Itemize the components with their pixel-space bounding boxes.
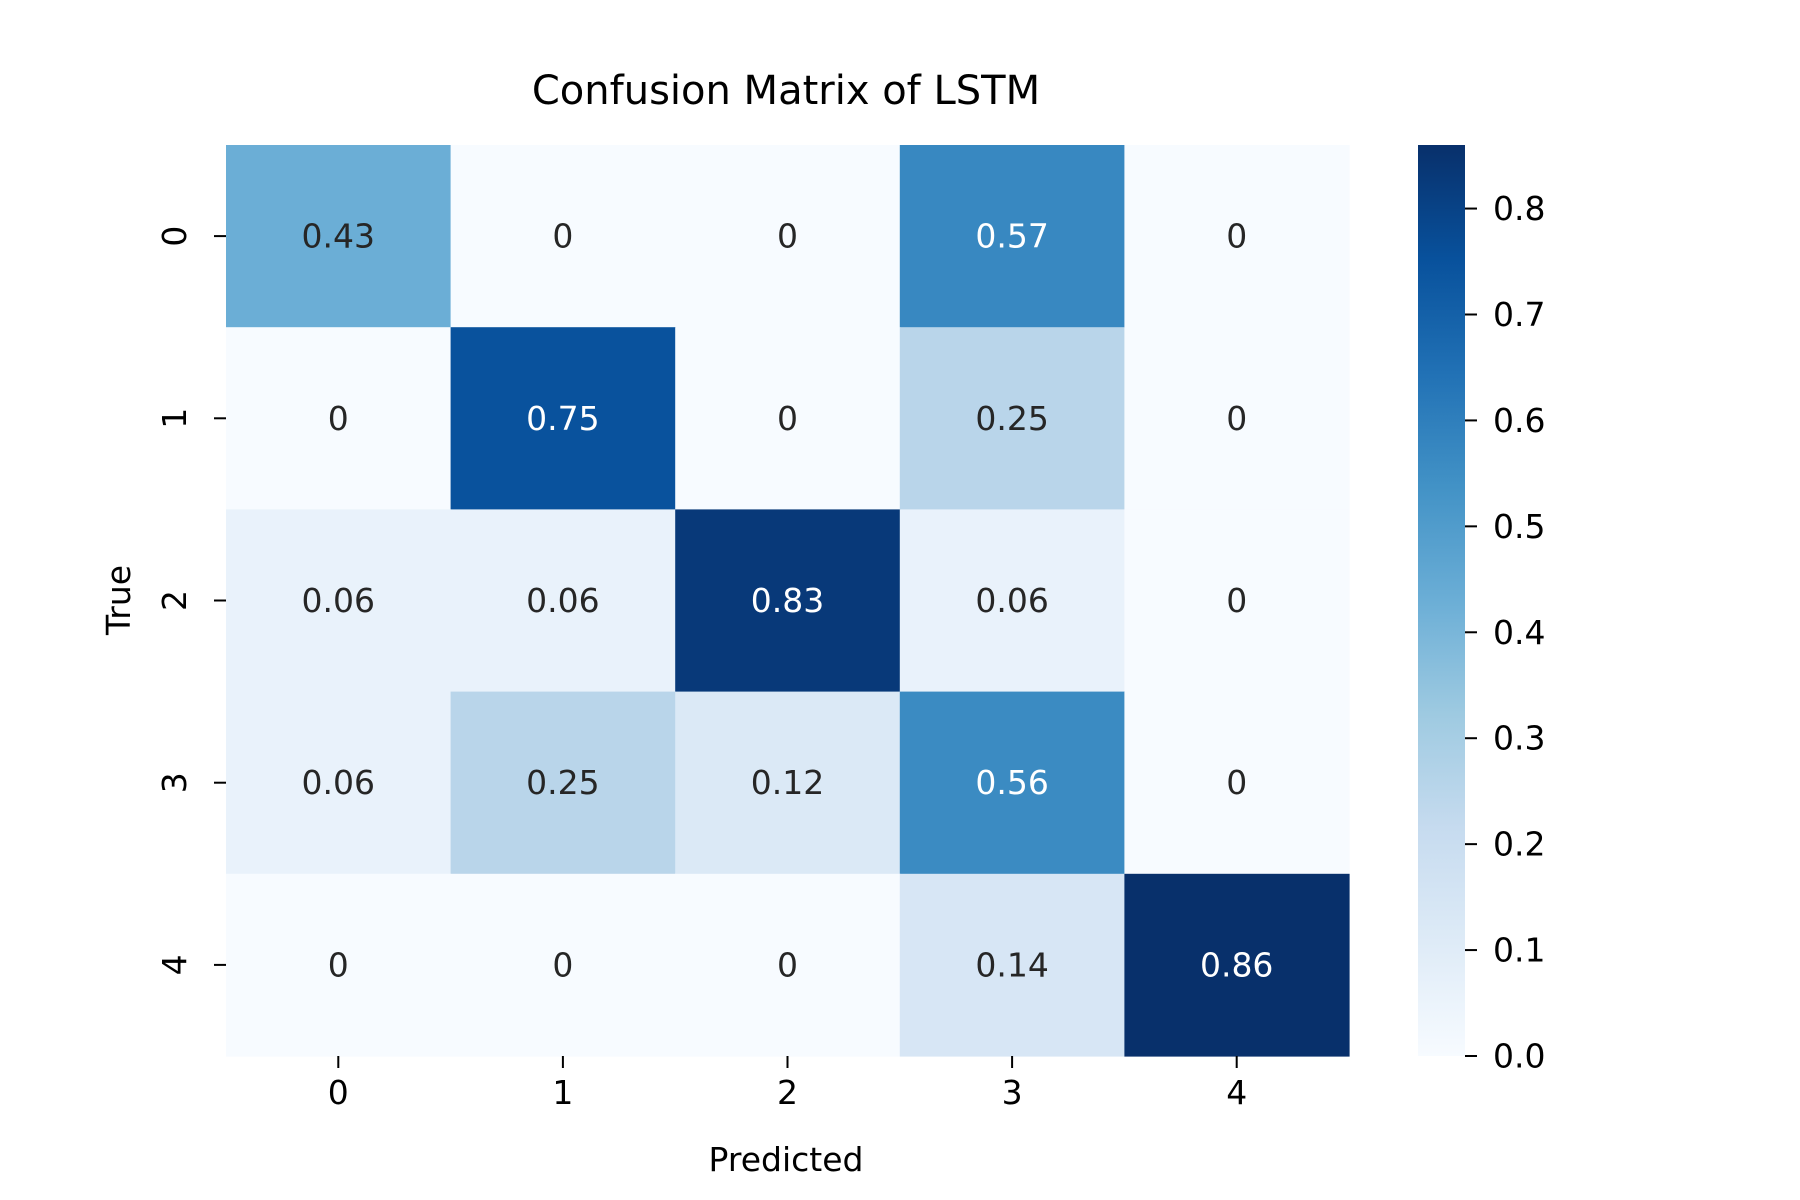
y-tick-label: 4: [155, 954, 194, 975]
heatmap-cell: [450, 691, 676, 875]
heatmap-cell: [226, 691, 452, 875]
cell-value-label: 0.56: [975, 763, 1048, 802]
colorbar-tick-label: 0.1: [1493, 931, 1545, 970]
heatmap-cells: 0.43 0 0 0.57 0 0 0.75 0 0.25 0 0.06 0.06 0.83 0.06 0 0…: [226, 145, 1350, 1057]
heatmap-cell: [226, 509, 452, 693]
heatmap-cell: [899, 327, 1125, 510]
x-axis-ticks: 0 1 2 3 4: [328, 1056, 1247, 1112]
x-tick-label: 4: [1226, 1073, 1247, 1112]
heatmap-cell: [675, 145, 901, 328]
colorbar-tick-label: 0.5: [1493, 507, 1545, 546]
cell-value-label: 0: [1226, 763, 1247, 802]
heatmap-cell: [450, 145, 676, 328]
cell-value-label: 0: [777, 399, 798, 438]
cell-value-label: 0: [328, 945, 349, 984]
cell-value-label: 0.25: [975, 399, 1048, 438]
cell-value-label: 0: [777, 217, 798, 256]
cell-value-label: 0: [552, 945, 573, 984]
x-tick-label: 3: [1002, 1073, 1023, 1112]
heatmap-cell: [899, 145, 1125, 328]
heatmap-cell: [1124, 327, 1350, 510]
cell-value-label: 0: [328, 399, 349, 438]
colorbar-tick-label: 0.3: [1493, 719, 1545, 758]
cell-value-label: 0: [552, 217, 573, 256]
cell-value-label: 0.43: [302, 217, 375, 256]
y-axis-label: True: [99, 565, 138, 636]
y-tick-label: 0: [155, 226, 194, 247]
cell-value-label: 0: [1226, 217, 1247, 256]
colorbar-gradient: [1418, 145, 1465, 1056]
x-tick-label: 2: [777, 1073, 798, 1112]
cell-value-label: 0.83: [751, 581, 824, 620]
colorbar-tick-label: 0.0: [1493, 1037, 1545, 1076]
x-axis-label: Predicted: [709, 1140, 864, 1179]
colorbar: 0.0 0.1 0.2 0.3 0.4 0.5 0.6 0.7 0.8: [1418, 145, 1545, 1076]
x-tick-label: 0: [328, 1073, 349, 1112]
x-tick-label: 1: [552, 1073, 573, 1112]
y-tick-label: 3: [155, 772, 194, 793]
y-axis-ticks: 0 1 2 3 4: [155, 226, 226, 975]
heatmap-cell: [675, 509, 901, 693]
heatmap-cell: [675, 873, 901, 1057]
cell-value-label: 0.57: [975, 217, 1048, 256]
heatmap-cell: [450, 873, 676, 1057]
heatmap-cell: [1124, 509, 1350, 693]
cell-value-label: 0: [1226, 399, 1247, 438]
heatmap-cell: [899, 873, 1125, 1057]
cell-value-label: 0.14: [975, 945, 1048, 984]
y-tick-label: 1: [155, 408, 194, 429]
cell-value-label: 0.75: [526, 399, 599, 438]
heatmap-cell: [226, 327, 452, 510]
heatmap-cell: [675, 691, 901, 875]
colorbar-tick-label: 0.4: [1493, 613, 1545, 652]
cell-value-label: 0.06: [302, 763, 375, 802]
cell-value-label: 0.06: [526, 581, 599, 620]
heatmap-cell: [450, 509, 676, 693]
colorbar-tick-label: 0.7: [1493, 295, 1545, 334]
heatmap-cell: [675, 327, 901, 510]
heatmap-cell: [899, 691, 1125, 875]
heatmap-cell: [226, 873, 452, 1057]
colorbar-tick-label: 0.6: [1493, 401, 1545, 440]
cell-value-label: 0: [777, 945, 798, 984]
heatmap-cell: [1124, 873, 1350, 1057]
cell-value-label: 0.06: [302, 581, 375, 620]
cell-value-label: 0.12: [751, 763, 824, 802]
cell-value-label: 0.86: [1200, 945, 1273, 984]
cell-value-label: 0.06: [975, 581, 1048, 620]
cell-value-label: 0.25: [526, 763, 599, 802]
heatmap-cell: [450, 327, 676, 510]
colorbar-tick-label: 0.2: [1493, 825, 1545, 864]
heatmap-cell: [226, 145, 452, 328]
heatmap-cell: [1124, 691, 1350, 875]
heatmap-cell: [899, 509, 1125, 693]
colorbar-tick-label: 0.8: [1493, 189, 1545, 228]
y-tick-label: 2: [155, 590, 194, 611]
heatmap-cell: [1124, 145, 1350, 328]
chart-title: Confusion Matrix of LSTM: [532, 68, 1040, 114]
cell-value-label: 0: [1226, 581, 1247, 620]
